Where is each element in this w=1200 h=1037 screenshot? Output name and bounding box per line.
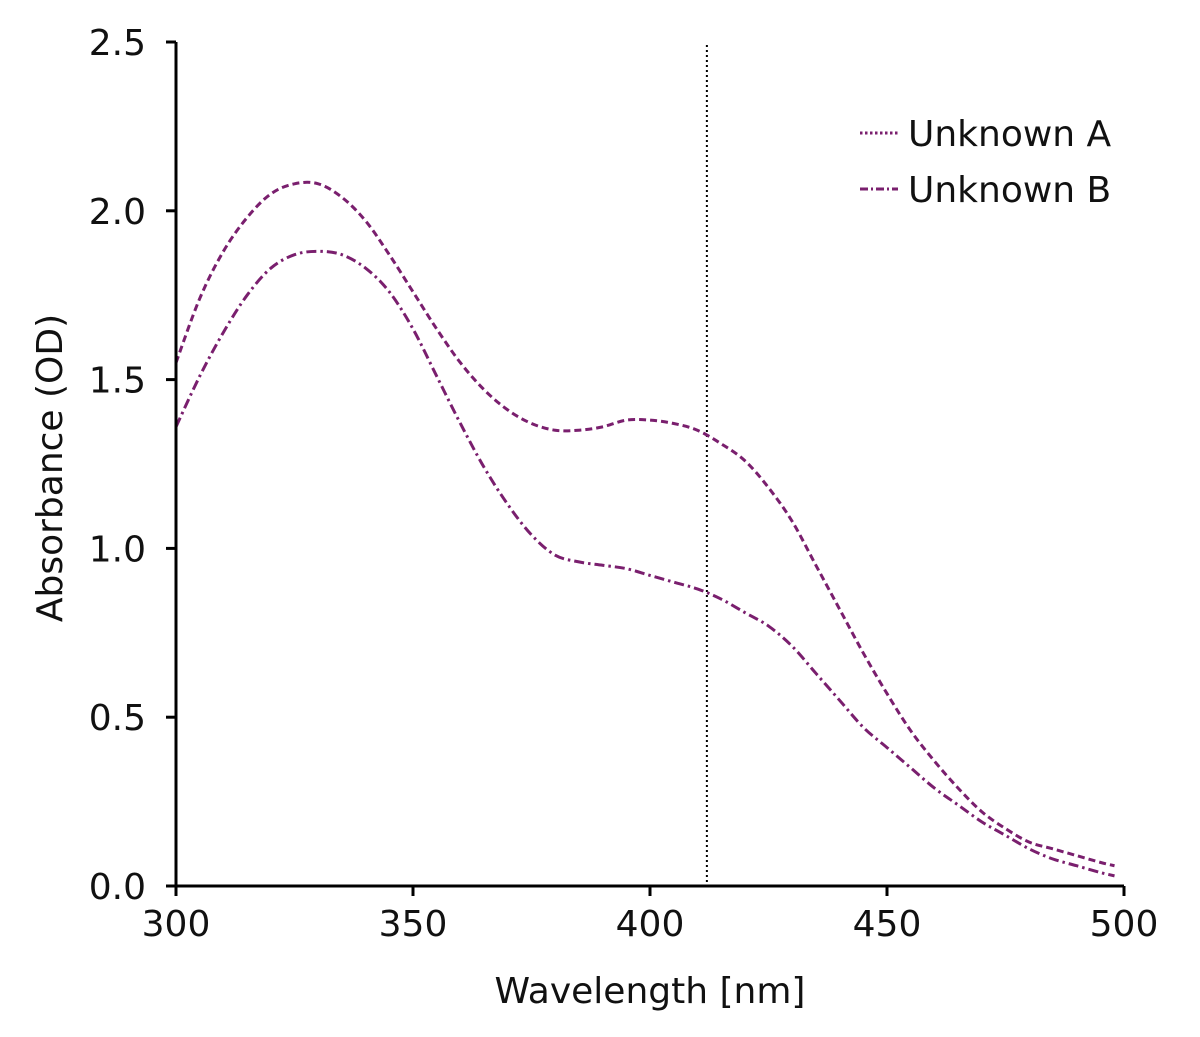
series-layer [174, 180, 1115, 878]
legend-label: Unknown B [908, 170, 1111, 211]
y-tick-label: 2.0 [89, 192, 146, 233]
legend-label: Unknown A [908, 114, 1112, 155]
y-tick-label: 2.5 [89, 23, 146, 64]
x-tick-label: 450 [853, 904, 922, 945]
y-tick-label: 0.0 [89, 867, 146, 908]
x-tick-label: 500 [1090, 904, 1159, 945]
y-tick-label: 1.0 [89, 529, 146, 570]
y-axis-title: Absorbance (OD) [30, 314, 71, 622]
y-tick-label: 0.5 [89, 698, 146, 739]
series-line-unknown-b [174, 249, 1115, 878]
x-tick-label: 400 [616, 904, 685, 945]
series-line-unknown-a [174, 180, 1115, 868]
axes-layer [174, 42, 1124, 888]
x-tick-label: 300 [142, 904, 211, 945]
legend: Unknown A Unknown B [860, 114, 1112, 211]
x-axis-title: Wavelength [nm] [495, 971, 806, 1012]
x-tick-label: 350 [379, 904, 448, 945]
y-tick-label: 1.5 [89, 361, 146, 402]
ticks-layer: 300 350 400 450 500 0.0 0.5 1.0 1.5 2.0 2.5 [89, 23, 1159, 945]
